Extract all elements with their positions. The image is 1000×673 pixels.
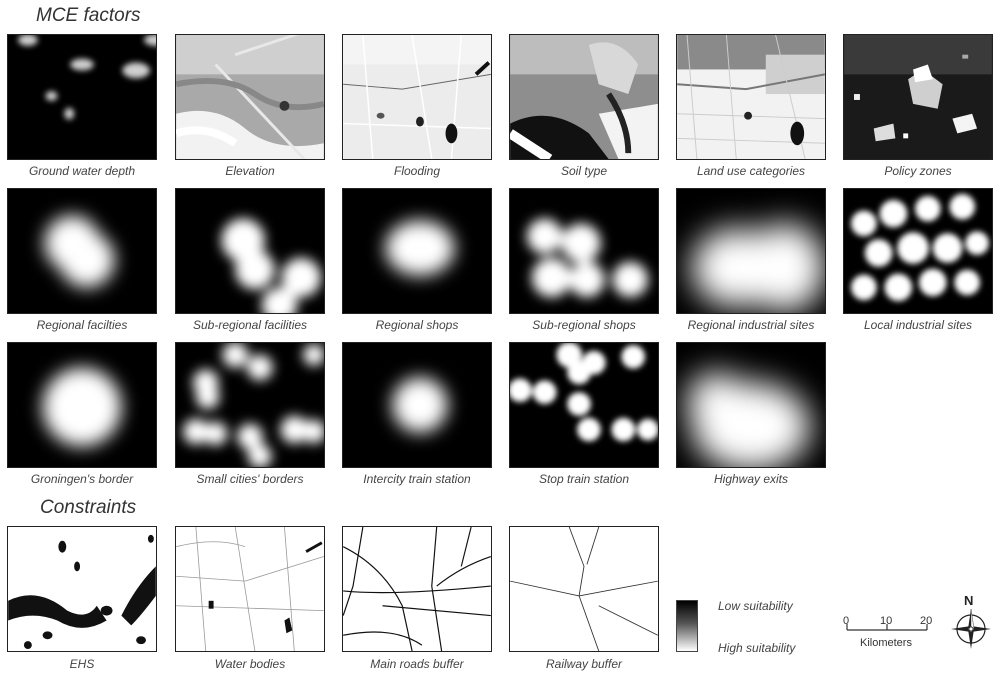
caption-intercity-train-station: Intercity train station xyxy=(363,472,471,486)
north-label: N xyxy=(964,593,974,608)
railway-buffer-map xyxy=(509,526,659,652)
mce-factors-title: MCE factors xyxy=(36,5,141,26)
scale-tick-0: 0 xyxy=(843,615,850,627)
small-cities-borders-map xyxy=(175,342,325,468)
main-roads-buffer-map xyxy=(342,526,492,652)
caption-highway-exits: Highway exits xyxy=(713,472,789,486)
groningens-border-map xyxy=(7,342,157,468)
caption-sub-regional-facilities: Sub-regional facilities xyxy=(192,318,308,332)
caption-small-cities-borders: Small cities' borders xyxy=(196,472,304,486)
intercity-train-station-map xyxy=(342,342,492,468)
ground-water-depth-map xyxy=(7,34,157,160)
highway-exits-map xyxy=(676,342,826,468)
ehs-map xyxy=(7,526,157,652)
flooding-map xyxy=(342,34,492,160)
scale-tick-10: 10 xyxy=(880,615,893,627)
legend-high-suitability: High suitability xyxy=(718,641,796,655)
regional-shops-map xyxy=(342,188,492,314)
caption-water-bodies: Water bodies xyxy=(214,657,286,671)
caption-regional-facilities: Regional facilties xyxy=(36,318,128,332)
caption-local-industrial-sites: Local industrial sites xyxy=(863,318,973,332)
regional-industrial-sites-map xyxy=(676,188,826,314)
caption-soil-type: Soil type xyxy=(560,164,608,178)
caption-land-use-categories: Land use categories xyxy=(696,164,806,178)
water-bodies-map xyxy=(175,526,325,652)
caption-ehs: EHS xyxy=(69,657,95,671)
caption-policy-zones: Policy zones xyxy=(884,164,952,178)
caption-railway-buffer: Railway buffer xyxy=(545,657,623,671)
caption-flooding: Flooding xyxy=(393,164,441,178)
elevation-map xyxy=(175,34,325,160)
soil-type-map xyxy=(509,34,659,160)
local-industrial-sites-map xyxy=(843,188,993,314)
caption-groningens-border: Groningen's border xyxy=(30,472,134,486)
caption-regional-shops: Regional shops xyxy=(375,318,459,332)
caption-sub-regional-shops: Sub-regional shops xyxy=(532,318,636,332)
constraints-title: Constraints xyxy=(40,497,137,518)
caption-stop-train-station: Stop train station xyxy=(538,472,630,486)
suitability-legend-ramp xyxy=(676,600,698,652)
policy-zones-map xyxy=(843,34,993,160)
stop-train-station-map xyxy=(509,342,659,468)
scale-bar xyxy=(846,624,928,631)
caption-elevation: Elevation xyxy=(225,164,275,178)
caption-regional-industrial-sites: Regional industrial sites xyxy=(687,318,815,332)
caption-ground-water-depth: Ground water depth xyxy=(28,164,136,178)
land-use-categories-map xyxy=(676,34,826,160)
legend-low-suitability: Low suitability xyxy=(718,599,793,613)
sub-regional-shops-map xyxy=(509,188,659,314)
scale-tick-20: 20 xyxy=(920,615,933,627)
compass-rose-icon xyxy=(951,608,991,649)
caption-main-roads-buffer: Main roads buffer xyxy=(370,657,464,671)
regional-facilities-map xyxy=(7,188,157,314)
sub-regional-facilities-map xyxy=(175,188,325,314)
scale-unit-label: Kilometers xyxy=(860,637,912,649)
